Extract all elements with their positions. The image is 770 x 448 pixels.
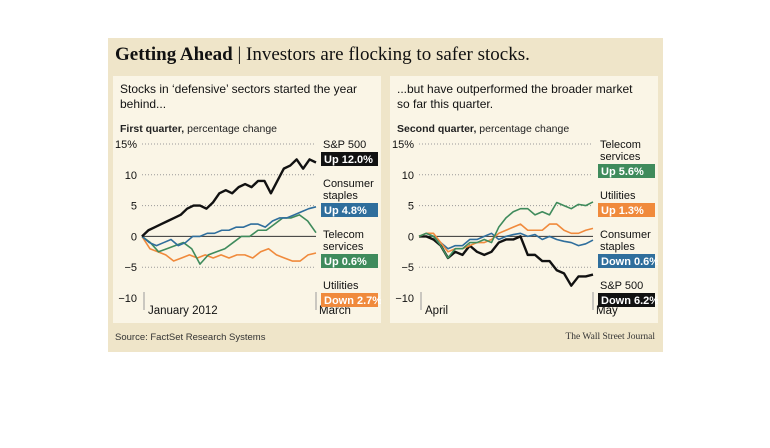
q1-subtitle: Stocks in ‘defensive’ sectors started th… bbox=[120, 82, 357, 111]
series-line-utilities bbox=[141, 235, 317, 262]
q2-subtitle: ...but have outperformed the broader mar… bbox=[397, 82, 633, 111]
legend-badge-text: Down 2.7% bbox=[324, 295, 381, 307]
graphic-frame: Getting Ahead | Investors are flocking t… bbox=[108, 38, 663, 352]
legend-badge-text: Down 0.6% bbox=[601, 256, 658, 268]
q1-panel: Stocks in ‘defensive’ sectors started th… bbox=[113, 76, 381, 323]
q2-unit: Second quarter, percentage change bbox=[397, 123, 569, 135]
title-bold: Getting Ahead bbox=[115, 44, 233, 65]
legend-badge-text: Up 1.3% bbox=[601, 205, 644, 217]
x-tick-label: January 2012 bbox=[148, 305, 218, 317]
source-note: Source: FactSet Research Systems bbox=[115, 332, 266, 343]
legend-name: S&P 500 bbox=[600, 280, 643, 292]
legend-name: services bbox=[323, 241, 364, 253]
legend-name: S&P 500 bbox=[323, 139, 366, 151]
title-rest: | Investors are flocking to safer stocks… bbox=[232, 44, 530, 65]
q2-panel: ...but have outperformed the broader mar… bbox=[390, 76, 658, 323]
legend-badge bbox=[321, 203, 378, 217]
x-tick-label: May bbox=[596, 305, 618, 317]
legend-name: Telecom bbox=[600, 139, 641, 151]
graphic-title: Getting Ahead | Investors are flocking t… bbox=[115, 44, 530, 66]
legend-badge-text: Down 6.2% bbox=[601, 295, 658, 307]
legend-name: Telecom bbox=[323, 229, 364, 241]
x-tick-label: April bbox=[425, 305, 448, 317]
y-tick-label: 15% bbox=[115, 139, 137, 151]
legend-badge-text: Up 0.6% bbox=[324, 256, 367, 268]
x-tick-label: March bbox=[319, 305, 351, 317]
legend-badge bbox=[321, 152, 378, 166]
legend-badge-text: Up 5.6% bbox=[601, 166, 644, 178]
y-tick-label: −5 bbox=[401, 262, 414, 274]
legend-badge bbox=[598, 203, 655, 217]
series-line-consumer-staples bbox=[141, 206, 317, 247]
legend-name: Utilities bbox=[323, 280, 359, 292]
y-tick-label: −10 bbox=[118, 293, 137, 305]
y-tick-label: 0 bbox=[408, 231, 414, 243]
y-tick-label: 5 bbox=[131, 201, 137, 213]
y-tick-label: 0 bbox=[131, 231, 137, 243]
legend-name: Consumer bbox=[323, 178, 374, 190]
legend-name: Consumer bbox=[600, 229, 651, 241]
legend-badge bbox=[321, 293, 378, 307]
legend-name: staples bbox=[600, 241, 635, 253]
q2-unit-bold: Second quarter, bbox=[397, 123, 477, 135]
y-tick-label: 15% bbox=[392, 139, 414, 151]
legend-badge bbox=[598, 254, 655, 268]
series-line-utilities bbox=[418, 223, 594, 253]
legend-badge bbox=[598, 164, 655, 178]
q1-chart: 15% 10 5 0 −5 −10 January 2012 March S&P 500 Up 1… bbox=[115, 139, 381, 317]
legend-name: Utilities bbox=[600, 190, 636, 202]
q1-unit-rest: percentage change bbox=[184, 123, 278, 135]
series-line-consumer-staples bbox=[418, 232, 594, 250]
legend-badge-text: Up 12.0% bbox=[324, 154, 373, 166]
q1-unit: First quarter, percentage change bbox=[120, 123, 277, 135]
legend-badge-text: Up 4.8% bbox=[324, 205, 367, 217]
y-tick-label: 5 bbox=[408, 201, 414, 213]
y-tick-label: −5 bbox=[124, 262, 137, 274]
legend-badge bbox=[321, 254, 378, 268]
credit: The Wall Street Journal bbox=[565, 332, 655, 342]
y-tick-label: 10 bbox=[402, 170, 414, 182]
legend-name: staples bbox=[323, 190, 358, 202]
q1-unit-bold: First quarter, bbox=[120, 123, 185, 135]
series-line-telecom-services bbox=[418, 201, 594, 259]
y-tick-label: 10 bbox=[125, 170, 137, 182]
series-line-s-p-500 bbox=[141, 158, 317, 238]
q2-unit-rest: percentage change bbox=[476, 123, 570, 135]
y-tick-label: −10 bbox=[395, 293, 414, 305]
series-line-s-p-500 bbox=[419, 235, 594, 287]
legend-name: services bbox=[600, 151, 641, 163]
legend-badge bbox=[598, 293, 655, 307]
